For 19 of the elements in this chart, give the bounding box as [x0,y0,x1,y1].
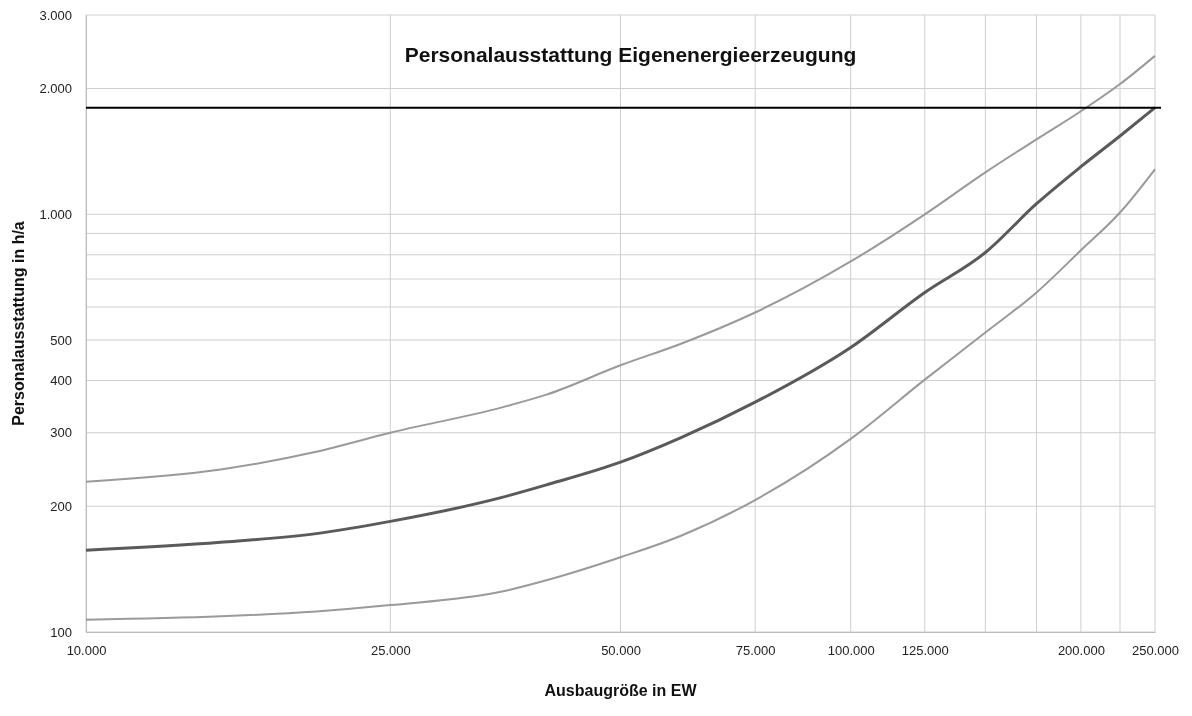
y-tick-label: 400 [50,373,72,389]
y-axis-title: Personalausstattung in h/a [10,221,27,426]
x-tick-label: 10.000 [66,643,107,659]
x-tick-label: 250.000 [1132,643,1179,659]
y-tick-label: 1.000 [39,206,72,222]
x-tick-label: 200.000 [1057,643,1105,659]
x-tick-label: 50.000 [601,643,641,659]
x-tick-label: 75.000 [735,643,776,659]
x-tick-label: 100.000 [827,643,875,659]
y-tick-label: 2.000 [39,81,72,97]
text: Personalausstattung Eigenenergieerzeugung [404,43,857,66]
y-tick-label: 200 [50,498,72,514]
y-tick-label: 100 [50,624,72,640]
y-tick-label: 3.000 [39,7,72,23]
x-axis-title: Ausbaugröße in EW [544,682,698,699]
x-tick-label: 125.000 [901,643,949,659]
x-tick-label: 25.000 [370,643,411,659]
y-tick-label: 300 [50,425,72,441]
y-tick-label: 500 [50,332,72,348]
